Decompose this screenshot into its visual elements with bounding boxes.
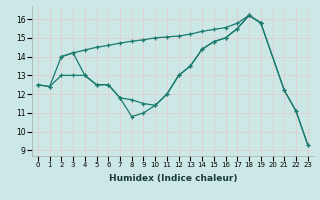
X-axis label: Humidex (Indice chaleur): Humidex (Indice chaleur): [108, 174, 237, 183]
